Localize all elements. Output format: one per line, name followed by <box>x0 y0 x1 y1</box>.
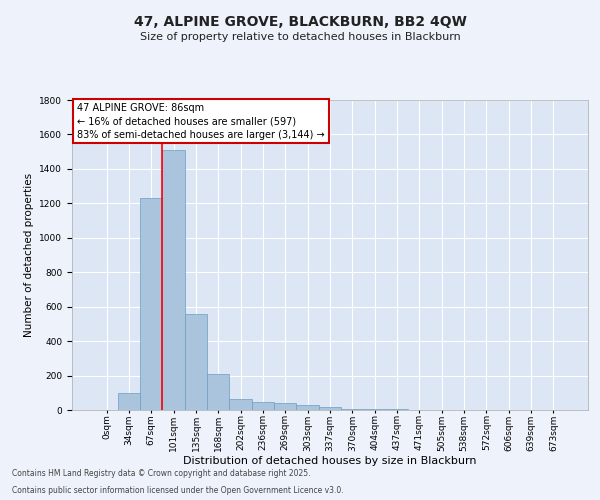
Text: 47, ALPINE GROVE, BLACKBURN, BB2 4QW: 47, ALPINE GROVE, BLACKBURN, BB2 4QW <box>134 15 466 29</box>
Y-axis label: Number of detached properties: Number of detached properties <box>24 173 34 337</box>
Bar <box>319 406 341 410</box>
Bar <box>185 314 207 410</box>
Text: Contains public sector information licensed under the Open Government Licence v3: Contains public sector information licen… <box>12 486 344 495</box>
Bar <box>163 150 185 410</box>
Bar <box>118 393 140 410</box>
Bar <box>207 374 229 410</box>
X-axis label: Distribution of detached houses by size in Blackburn: Distribution of detached houses by size … <box>183 456 477 466</box>
Bar <box>296 405 319 410</box>
Text: Contains HM Land Registry data © Crown copyright and database right 2025.: Contains HM Land Registry data © Crown c… <box>12 468 311 477</box>
Bar <box>252 402 274 410</box>
Text: Size of property relative to detached houses in Blackburn: Size of property relative to detached ho… <box>140 32 460 42</box>
Bar <box>140 198 163 410</box>
Text: 47 ALPINE GROVE: 86sqm
← 16% of detached houses are smaller (597)
83% of semi-de: 47 ALPINE GROVE: 86sqm ← 16% of detached… <box>77 103 325 140</box>
Bar <box>274 403 296 410</box>
Bar <box>341 409 364 410</box>
Bar <box>364 409 386 410</box>
Bar <box>229 399 252 410</box>
Bar <box>386 409 408 410</box>
